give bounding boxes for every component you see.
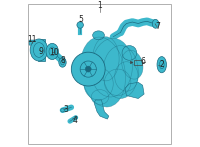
Ellipse shape (91, 38, 132, 97)
Text: 3: 3 (64, 105, 69, 114)
Circle shape (61, 108, 64, 112)
Text: 7: 7 (155, 22, 160, 31)
Text: 10: 10 (49, 48, 59, 57)
Bar (134, 60, 142, 65)
Ellipse shape (152, 19, 159, 28)
Circle shape (77, 22, 83, 28)
Text: 5: 5 (78, 15, 83, 24)
Text: 4: 4 (73, 116, 77, 125)
Ellipse shape (115, 62, 138, 91)
Circle shape (80, 61, 96, 77)
Ellipse shape (157, 57, 166, 73)
Ellipse shape (93, 37, 119, 81)
Ellipse shape (122, 46, 137, 60)
Circle shape (74, 116, 77, 119)
FancyBboxPatch shape (29, 40, 35, 45)
Ellipse shape (93, 31, 104, 40)
Text: 6: 6 (140, 57, 145, 66)
Ellipse shape (103, 46, 138, 98)
Text: 11: 11 (27, 35, 37, 44)
Text: 8: 8 (60, 56, 65, 65)
Text: 2: 2 (159, 60, 164, 69)
Ellipse shape (122, 50, 143, 79)
Ellipse shape (84, 68, 113, 100)
Polygon shape (38, 39, 45, 61)
Text: 1: 1 (98, 1, 102, 10)
Ellipse shape (80, 37, 126, 107)
Ellipse shape (91, 90, 109, 104)
Polygon shape (125, 82, 144, 98)
Circle shape (71, 52, 105, 86)
Ellipse shape (104, 69, 131, 96)
Text: 9: 9 (38, 47, 43, 56)
Ellipse shape (46, 43, 58, 60)
Polygon shape (94, 100, 109, 119)
Ellipse shape (30, 39, 48, 61)
Ellipse shape (59, 58, 66, 67)
Circle shape (85, 66, 91, 72)
